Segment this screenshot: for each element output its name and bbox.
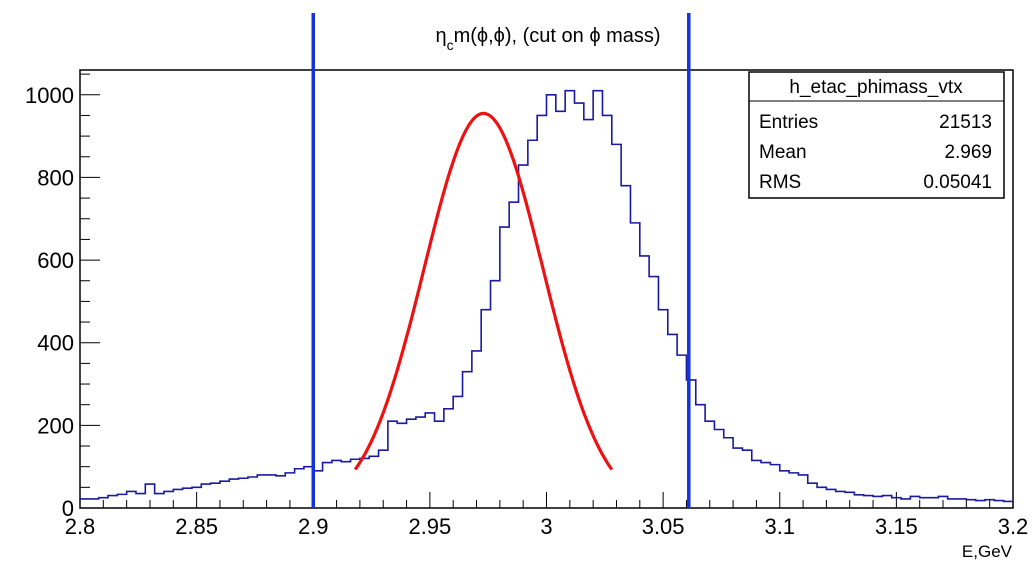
stats-entries-label: Entries — [759, 112, 818, 133]
stats-mean-label: Mean — [759, 142, 807, 163]
y-tick-label: 0 — [62, 496, 74, 521]
chart-title: ηcm(ϕ,ϕ), (cut on ϕ mass) — [435, 25, 660, 53]
stats-rms-value: 0.05041 — [923, 172, 992, 193]
histogram-series — [80, 89, 1014, 503]
title-subscript: c — [447, 37, 454, 53]
x-tick-label: 2.8 — [65, 514, 96, 539]
x-tick-label: 3.05 — [642, 514, 685, 539]
fit-curve — [353, 111, 614, 471]
y-tick-label: 400 — [37, 331, 74, 356]
stats-box: h_etac_phimass_vtx Entries 21513 Mean 2.… — [748, 71, 1005, 199]
title-main: m(ϕ,ϕ), (cut on ϕ mass) — [454, 25, 661, 47]
stats-rms-label: RMS — [759, 172, 801, 193]
stats-box-title: h_etac_phimass_vtx — [789, 77, 963, 98]
x-tick-label: 2.9 — [298, 514, 329, 539]
x-tick-label: 2.95 — [408, 514, 451, 539]
x-axis-title: E,GeV — [962, 542, 1013, 561]
stats-box-frame — [748, 71, 1005, 199]
plot-area: 2.8 2.85 2.9 2.95 3 3.05 3.1 3.15 3.2 0 200 400 600 8… — [25, 13, 1028, 539]
y-tick-label: 1000 — [25, 83, 74, 108]
x-tick-label: 3.15 — [875, 514, 918, 539]
stats-mean-value: 2.969 — [944, 142, 992, 163]
y-tick-label: 600 — [37, 248, 74, 273]
title-eta: η — [435, 25, 446, 47]
x-tick-label: 3.2 — [998, 514, 1029, 539]
y-tick-label: 800 — [37, 165, 74, 190]
y-tick-label: 200 — [37, 413, 74, 438]
x-tick-label: 2.85 — [175, 514, 218, 539]
x-tick-label: 3.1 — [764, 514, 795, 539]
x-tick-label: 3 — [540, 514, 552, 539]
stats-entries-value: 21513 — [939, 112, 992, 133]
